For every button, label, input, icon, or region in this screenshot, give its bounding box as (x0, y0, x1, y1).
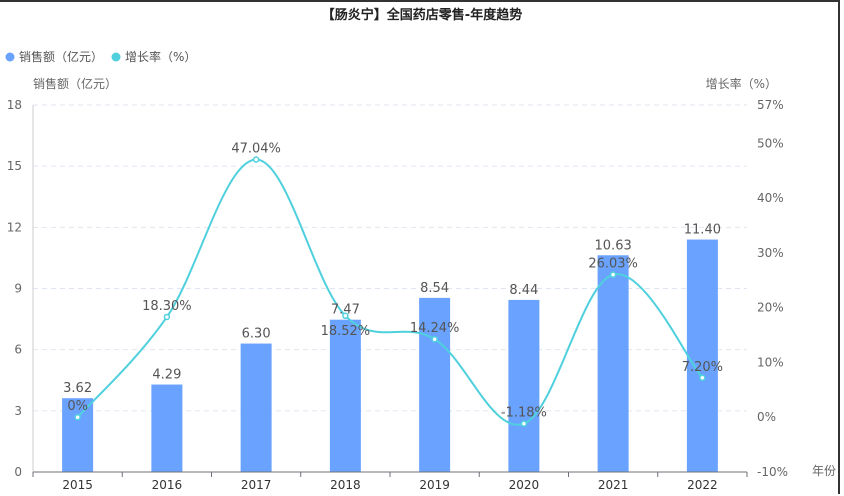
bar (151, 384, 183, 472)
y-left-tick-label: 15 (7, 159, 22, 173)
bar-value-label: 3.62 (63, 381, 92, 396)
growth-point (609, 271, 617, 278)
y-left-tick-label: 6 (14, 343, 22, 357)
bar (62, 398, 94, 472)
bar (240, 343, 272, 472)
x-tick-label: 2021 (598, 478, 629, 492)
y-left-tick-label: 18 (7, 98, 22, 112)
growth-point (74, 413, 81, 421)
y-left-tick-label: 12 (7, 220, 22, 234)
x-tick-label: 2022 (687, 478, 718, 492)
growth-point (163, 313, 171, 321)
growth-line (76, 158, 704, 426)
growth-value-label: 47.04% (231, 142, 281, 157)
x-tick-label: 2018 (330, 478, 361, 492)
y-left-tick-label: 3 (14, 404, 22, 418)
growth-point (699, 374, 706, 382)
growth-value-label: 18.52% (321, 324, 371, 339)
bar-value-label: 6.30 (242, 327, 271, 342)
bar (686, 239, 718, 472)
chart-title: 【肠炎宁】全国药店零售-年度趋势 (322, 7, 522, 23)
bar-value-label: 8.44 (509, 283, 538, 298)
x-tick-label: 2020 (509, 478, 540, 492)
bar-value-label: 8.54 (420, 281, 449, 296)
growth-value-label: 7.20% (682, 360, 723, 375)
bar-value-label: 7.47 (331, 303, 360, 318)
y-right-tick-label: 40% (757, 191, 784, 205)
y-right-tick-label: 30% (757, 246, 784, 260)
legend-label-growth: 增长率（%） (125, 49, 196, 64)
y-right-tick-label: -10% (757, 465, 788, 479)
legend-label-sales: 销售额（亿元） (19, 49, 103, 64)
growth-point (431, 335, 438, 343)
legend-marker-growth (111, 52, 121, 62)
bar-value-label: 11.40 (684, 223, 721, 238)
growth-value-label: 0% (67, 399, 88, 414)
y-right-tick-label: 20% (757, 301, 784, 315)
growth-value-label: 14.24% (410, 321, 460, 336)
x-tick-label: 2016 (152, 478, 183, 492)
x-tick-label: 2019 (419, 478, 450, 492)
growth-point (342, 312, 349, 320)
y-right-axis-title: 增长率（%） (706, 76, 777, 91)
legend-marker-sales (5, 52, 15, 62)
x-tick-label: 2017 (241, 478, 272, 492)
bar (419, 297, 451, 472)
growth-point (520, 420, 528, 427)
legend-item-growth[interactable]: 增长率（%） (111, 49, 197, 64)
growth-value-label: -1.18% (501, 406, 547, 421)
x-tick-label: 2015 (62, 478, 93, 492)
y-right-tick-label: 10% (757, 355, 784, 369)
y-right-tick-label: 50% (757, 136, 784, 150)
y-left-tick-label: 9 (14, 282, 22, 296)
x-axis-title: 年份 (812, 464, 836, 478)
y-right-tick-label: 0% (757, 410, 776, 424)
bar (508, 299, 540, 472)
growth-value-label: 26.03% (588, 257, 638, 272)
bar-value-label: 4.29 (152, 368, 181, 383)
bar (597, 255, 629, 472)
bar-value-label: 10.63 (595, 238, 632, 253)
y-left-axis-title: 销售额（亿元） (33, 76, 117, 91)
legend-item-sales[interactable]: 销售额（亿元） (5, 49, 104, 64)
growth-value-label: 18.30% (142, 299, 192, 314)
y-left-tick-label: 0 (14, 465, 22, 479)
y-right-tick-label: 57% (757, 98, 784, 112)
bar (329, 319, 361, 472)
growth-point (252, 156, 260, 163)
